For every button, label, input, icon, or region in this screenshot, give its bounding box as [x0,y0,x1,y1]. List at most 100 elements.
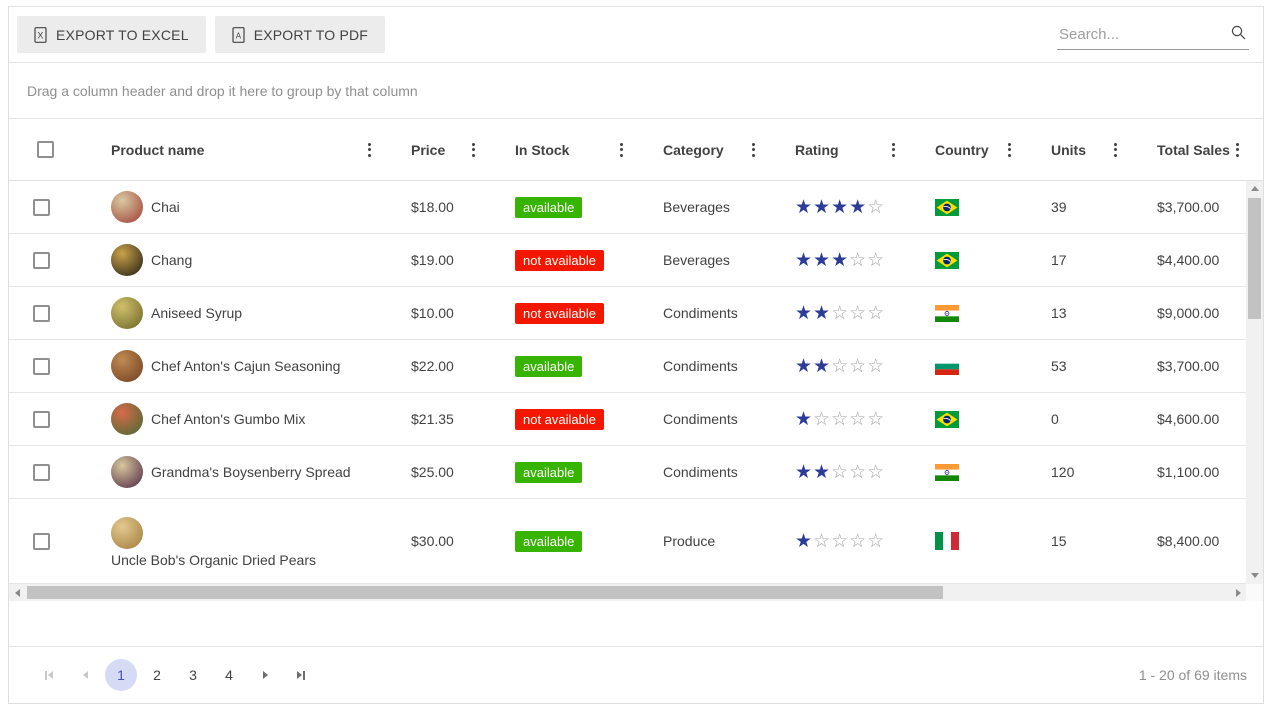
column-menu-icon[interactable] [886,137,901,163]
group-panel-hint: Drag a column header and drop it here to… [27,82,418,99]
row-checkbox-cell [9,234,87,286]
rating-stars: ★☆☆☆☆ [795,530,886,552]
table-row: Chef Anton's Gumbo Mix $21.35 not availabl… [9,393,1246,446]
table-row: Chef Anton's Cajun Seasoning $22.00 availa… [9,340,1246,393]
column-menu-icon[interactable] [1108,137,1123,163]
pager-page-1[interactable]: 1 [105,659,137,691]
column-label: Rating [795,141,839,158]
scroll-up-icon[interactable] [1246,181,1263,195]
row-checkbox[interactable] [33,304,50,322]
vertical-scrollbar[interactable] [1246,181,1263,584]
row-checkbox[interactable] [33,463,50,481]
units-cell: 0 [1051,411,1059,427]
group-panel[interactable]: Drag a column header and drop it here to… [9,63,1263,119]
grid-empty-area [9,601,1263,646]
rating-cell: ★★☆☆☆ [771,446,911,498]
row-checkbox[interactable] [33,198,50,216]
rating-stars: ★☆☆☆☆ [795,408,886,430]
grid-toolbar: x Export to Excel A Export to PDF [9,7,1263,63]
category-cell: Beverages [663,252,730,268]
horizontal-scrollbar-thumb[interactable] [27,586,943,599]
product-name: Chai [151,199,180,215]
row-checkbox[interactable] [33,357,50,375]
rating-stars: ★★★☆☆ [795,249,886,271]
search-input[interactable] [1057,19,1249,50]
row-checkbox-cell [9,446,87,498]
horizontal-scrollbar[interactable] [9,584,1263,601]
export-excel-button[interactable]: x Export to Excel [17,16,206,53]
product-name: Chef Anton's Cajun Seasoning [151,358,341,374]
column-header-total[interactable]: Total Sales [1133,119,1255,180]
column-header-rating[interactable]: Rating [771,119,911,180]
row-checkbox[interactable] [33,532,50,550]
pager-page-2[interactable]: 2 [141,659,173,691]
column-label: In Stock [515,141,570,158]
price-cell: $21.35 [411,411,454,427]
product-photo [111,350,143,382]
column-menu-icon[interactable] [1002,137,1017,163]
column-header-category[interactable]: Category [639,119,771,180]
column-header-stock[interactable]: In Stock [491,119,639,180]
units-cell: 53 [1051,358,1067,374]
column-menu-icon[interactable] [362,137,377,163]
scroll-right-icon[interactable] [1230,584,1246,601]
search-icon[interactable] [1230,24,1247,44]
column-header-units[interactable]: Units [1027,119,1133,180]
pager-first-button[interactable] [33,659,65,691]
vertical-scrollbar-thumb[interactable] [1248,198,1261,319]
rating-cell: ★★☆☆☆ [771,287,911,339]
row-checkbox-cell [9,393,87,445]
price-cell: $19.00 [411,252,454,268]
row-checkbox-cell [9,499,87,583]
product-photo [111,191,143,223]
pager-next-button[interactable] [249,659,281,691]
product-photo [111,244,143,276]
pager-page-3[interactable]: 3 [177,659,209,691]
units-cell: 17 [1051,252,1067,268]
export-pdf-button[interactable]: A Export to PDF [214,16,386,53]
country-cell [911,340,1027,392]
country-flag-icon [935,532,959,550]
category-cell: Condiments [663,464,738,480]
stock-cell: available [491,499,639,583]
units-cell: 13 [1051,305,1067,321]
column-menu-icon[interactable] [746,137,761,163]
horizontal-scrollbar-track[interactable] [25,584,1230,601]
price-cell: $25.00 [411,464,454,480]
category-cell: Condiments [663,358,738,374]
category-cell: Condiments [663,411,738,427]
stock-status-badge: available [515,196,583,218]
column-menu-icon[interactable] [614,137,629,163]
column-menu-icon[interactable] [466,137,481,163]
column-label: Product name [111,141,205,158]
scroll-down-icon[interactable] [1246,568,1263,582]
product-cell: Uncle Bob's Organic Dried Pears [87,499,387,583]
row-checkbox[interactable] [33,410,50,428]
table-row: Grandma's Boysenberry Spread $25.00 availa… [9,446,1246,499]
scroll-left-icon[interactable] [9,584,25,601]
rating-stars: ★★★★☆ [795,196,886,218]
svg-text:x: x [37,30,43,40]
total-sales-cell: $4,600.00 [1157,411,1220,427]
header-filler [1255,119,1272,180]
pager-last-button[interactable] [285,659,317,691]
column-menu-icon[interactable] [1230,137,1245,163]
stock-cell: not available [491,234,639,286]
pager-prev-button[interactable] [69,659,101,691]
column-header-price[interactable]: Price [387,119,491,180]
pager-page-4[interactable]: 4 [213,659,245,691]
rating-stars: ★★☆☆☆ [795,355,886,377]
column-label: Units [1051,141,1086,158]
product-name: Grandma's Boysenberry Spread [151,464,351,480]
export-pdf-label: Export to PDF [253,26,369,43]
column-header-country[interactable]: Country [911,119,1027,180]
country-flag-icon [935,357,959,375]
product-name: Aniseed Syrup [151,305,243,321]
column-header-product[interactable]: Product name [87,119,387,180]
header-checkbox-cell [9,119,87,180]
scrollbar-corner [1246,584,1263,601]
select-all-checkbox[interactable] [37,141,54,158]
stock-status-badge: not available [515,249,604,271]
product-name: Uncle Bob's Organic Dried Pears [111,551,316,568]
row-checkbox[interactable] [33,251,50,269]
